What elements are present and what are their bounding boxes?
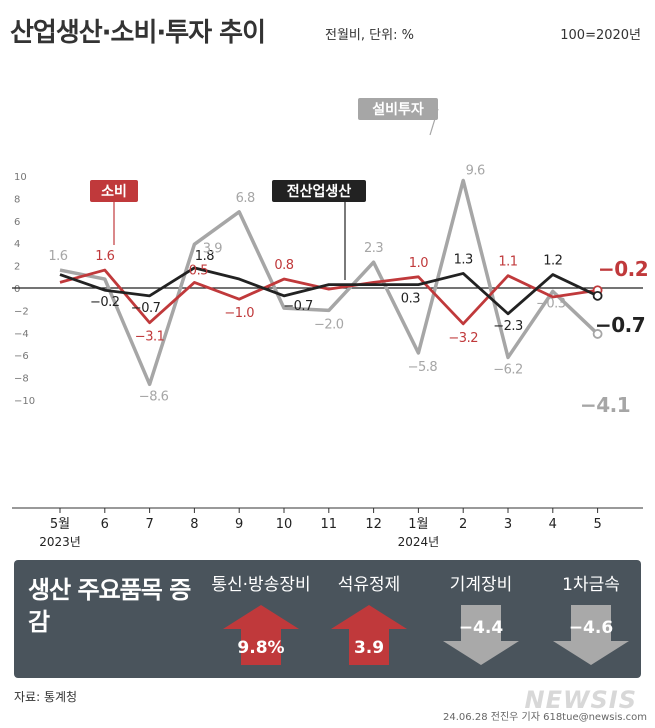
- series-line-0: [59, 266, 599, 316]
- data-label: −2.3: [493, 319, 523, 334]
- panel-title: 생산 주요품목 증감: [28, 576, 191, 636]
- header: 산업생산·소비·투자 추이 전월비, 단위: % 100=2020년: [0, 0, 655, 50]
- data-label: 1.8: [195, 249, 214, 264]
- item-value: 3.9: [354, 638, 384, 658]
- data-label: 6.8: [236, 191, 255, 206]
- data-label: −8.6: [139, 389, 169, 404]
- item-name: 통신·방송장비: [211, 575, 311, 595]
- legend-box: [272, 180, 366, 202]
- credit-line: 24.06.28 전진우 기자 618tue@newsis.com: [443, 712, 647, 723]
- key-items-panel: 생산 주요품목 증감 통신·방송장비 9.8% 석유정제 3.9 기계장비 −4.4 1차금…: [14, 560, 641, 678]
- y-tick-label: 6: [14, 217, 20, 228]
- data-label: 0.8: [274, 258, 293, 273]
- y-tick-label: 0: [14, 284, 20, 295]
- arrow-down-icon: −4.6: [553, 605, 629, 665]
- x-tick-label: 5월: [50, 517, 70, 532]
- item-value: 9.8%: [237, 638, 284, 658]
- x-tick-label: 1월: [408, 517, 428, 532]
- chart-title: 산업생산·소비·투자 추이: [10, 18, 266, 48]
- data-label: 0.5: [189, 263, 208, 278]
- legend-label: 전산업생산: [287, 183, 352, 200]
- newsis-logo: NEWSIS: [524, 686, 637, 714]
- data-label: −2.0: [314, 317, 344, 332]
- data-label: −3.2: [448, 331, 478, 346]
- item-name: 1차금속: [562, 575, 620, 595]
- x-tick-label: 9: [235, 517, 243, 532]
- data-label: −0.2: [598, 257, 648, 281]
- x-tick-label: 11: [321, 517, 338, 532]
- y-tick-label: −2: [14, 306, 29, 317]
- data-label: 1.1: [498, 255, 517, 270]
- data-label: −0.7: [131, 301, 161, 316]
- series-line-2: [59, 178, 599, 387]
- item-1: 통신·방송장비 9.8%: [206, 570, 316, 667]
- y-tick-label: −8: [14, 374, 29, 385]
- data-label: −0.7: [283, 299, 313, 314]
- x-tick-label: 3: [504, 517, 512, 532]
- unit-note: 전월비, 단위: %: [325, 28, 414, 43]
- x-tick-label: 5: [593, 517, 601, 532]
- data-label: −4.1: [580, 393, 630, 417]
- series-end-point: [592, 290, 603, 301]
- x-tick-label: 8: [190, 517, 198, 532]
- data-label: −1.0: [224, 306, 254, 321]
- y-tick-label: −4: [14, 329, 29, 340]
- base-year-note: 100=2020년: [560, 28, 641, 43]
- series-end-point: [592, 329, 603, 339]
- legend-label: 설비투자: [372, 102, 424, 118]
- series-line-1: [59, 268, 598, 326]
- arrow-down-icon: −4.4: [443, 605, 519, 665]
- data-label: 1.6: [48, 249, 67, 264]
- data-label: 0.3: [401, 292, 420, 307]
- item-4: 1차금속 −4.6: [536, 570, 646, 667]
- y-tick-label: 4: [14, 239, 20, 250]
- x-tick-label: 6: [101, 517, 109, 532]
- x-tick-label: 7: [145, 517, 153, 532]
- data-label: −5.8: [408, 360, 438, 375]
- y-tick-label: 10: [14, 172, 27, 183]
- data-label: 3.9: [203, 241, 222, 256]
- data-label: −0.3: [536, 296, 566, 311]
- legend-box: [358, 98, 438, 120]
- y-tick-label: −10: [14, 396, 35, 407]
- data-label: 9.6: [466, 163, 485, 178]
- x-tick-label: 2: [459, 517, 467, 532]
- item-name: 석유정제: [337, 575, 401, 595]
- data-label: −0.2: [90, 295, 120, 310]
- arrow-up-icon: 9.8%: [223, 605, 299, 665]
- legend-box: [90, 180, 138, 202]
- item-name: 기계장비: [449, 575, 513, 595]
- item-3: 기계장비 −4.4: [426, 570, 536, 667]
- data-label: −6.2: [493, 362, 523, 377]
- item-2: 석유정제 3.9: [314, 570, 424, 667]
- y-tick-label: 8: [14, 194, 20, 205]
- year-label: 2023년: [39, 535, 81, 549]
- data-label: 1.0: [409, 256, 428, 271]
- data-label: 1.3: [454, 252, 473, 267]
- data-label: 1.6: [95, 249, 114, 264]
- y-tick-label: 2: [14, 262, 20, 273]
- year-label: 2024년: [398, 535, 440, 549]
- x-tick-label: 4: [549, 517, 557, 532]
- data-label: −3.1: [135, 330, 165, 345]
- data-label: 1.2: [543, 254, 562, 269]
- item-value: −4.6: [569, 618, 613, 638]
- data-label: −0.7: [595, 313, 645, 337]
- item-value: −4.4: [459, 618, 504, 638]
- y-tick-label: −6: [14, 351, 29, 362]
- legend-label: 소비: [101, 184, 127, 200]
- x-tick-label: 10: [276, 517, 293, 532]
- source-note: 자료: 통계청: [14, 690, 78, 704]
- data-label: 2.3: [364, 241, 383, 256]
- arrow-up-icon: 3.9: [331, 605, 407, 665]
- x-tick-label: 12: [365, 517, 382, 532]
- line-chart: 10 8 6 4 2 0 −2 −4 −6 −8 −10 5월 6 7 8 9 10 11 12 1월 2 3 4 5 2023…: [12, 98, 649, 549]
